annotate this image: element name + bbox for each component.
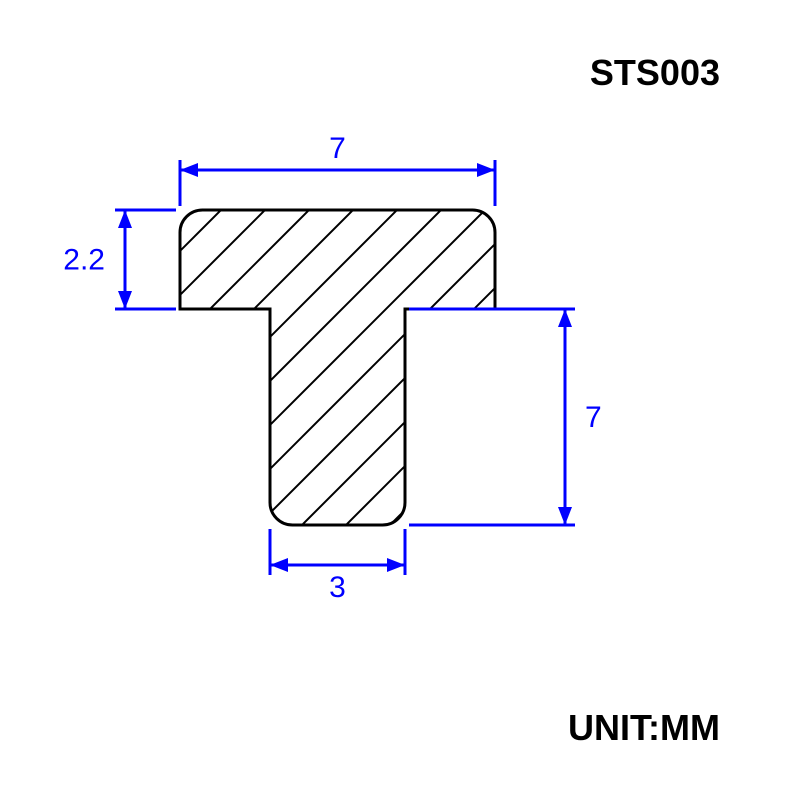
svg-text:7: 7	[329, 132, 346, 165]
part-number: STS003	[590, 52, 720, 93]
engineering-drawing: 7 2.2 7 3 STS003 UNIT:MM	[0, 0, 800, 800]
profile-outline	[180, 210, 495, 525]
svg-text:3: 3	[329, 571, 346, 604]
dimensions: 7 2.2 7 3	[63, 132, 601, 604]
unit-label: UNIT:MM	[568, 707, 720, 748]
section-hatching	[170, 0, 800, 800]
svg-text:2.2: 2.2	[63, 244, 105, 277]
svg-text:7: 7	[585, 401, 602, 434]
